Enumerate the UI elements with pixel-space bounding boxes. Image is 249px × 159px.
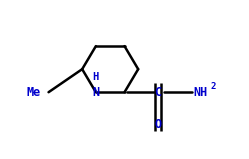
Text: H: H	[93, 72, 99, 82]
Text: O: O	[155, 118, 162, 131]
Text: 2: 2	[210, 82, 216, 91]
Text: Me: Me	[26, 86, 41, 99]
Text: C: C	[155, 86, 162, 99]
Text: N: N	[92, 86, 99, 99]
Text: NH: NH	[193, 86, 207, 99]
